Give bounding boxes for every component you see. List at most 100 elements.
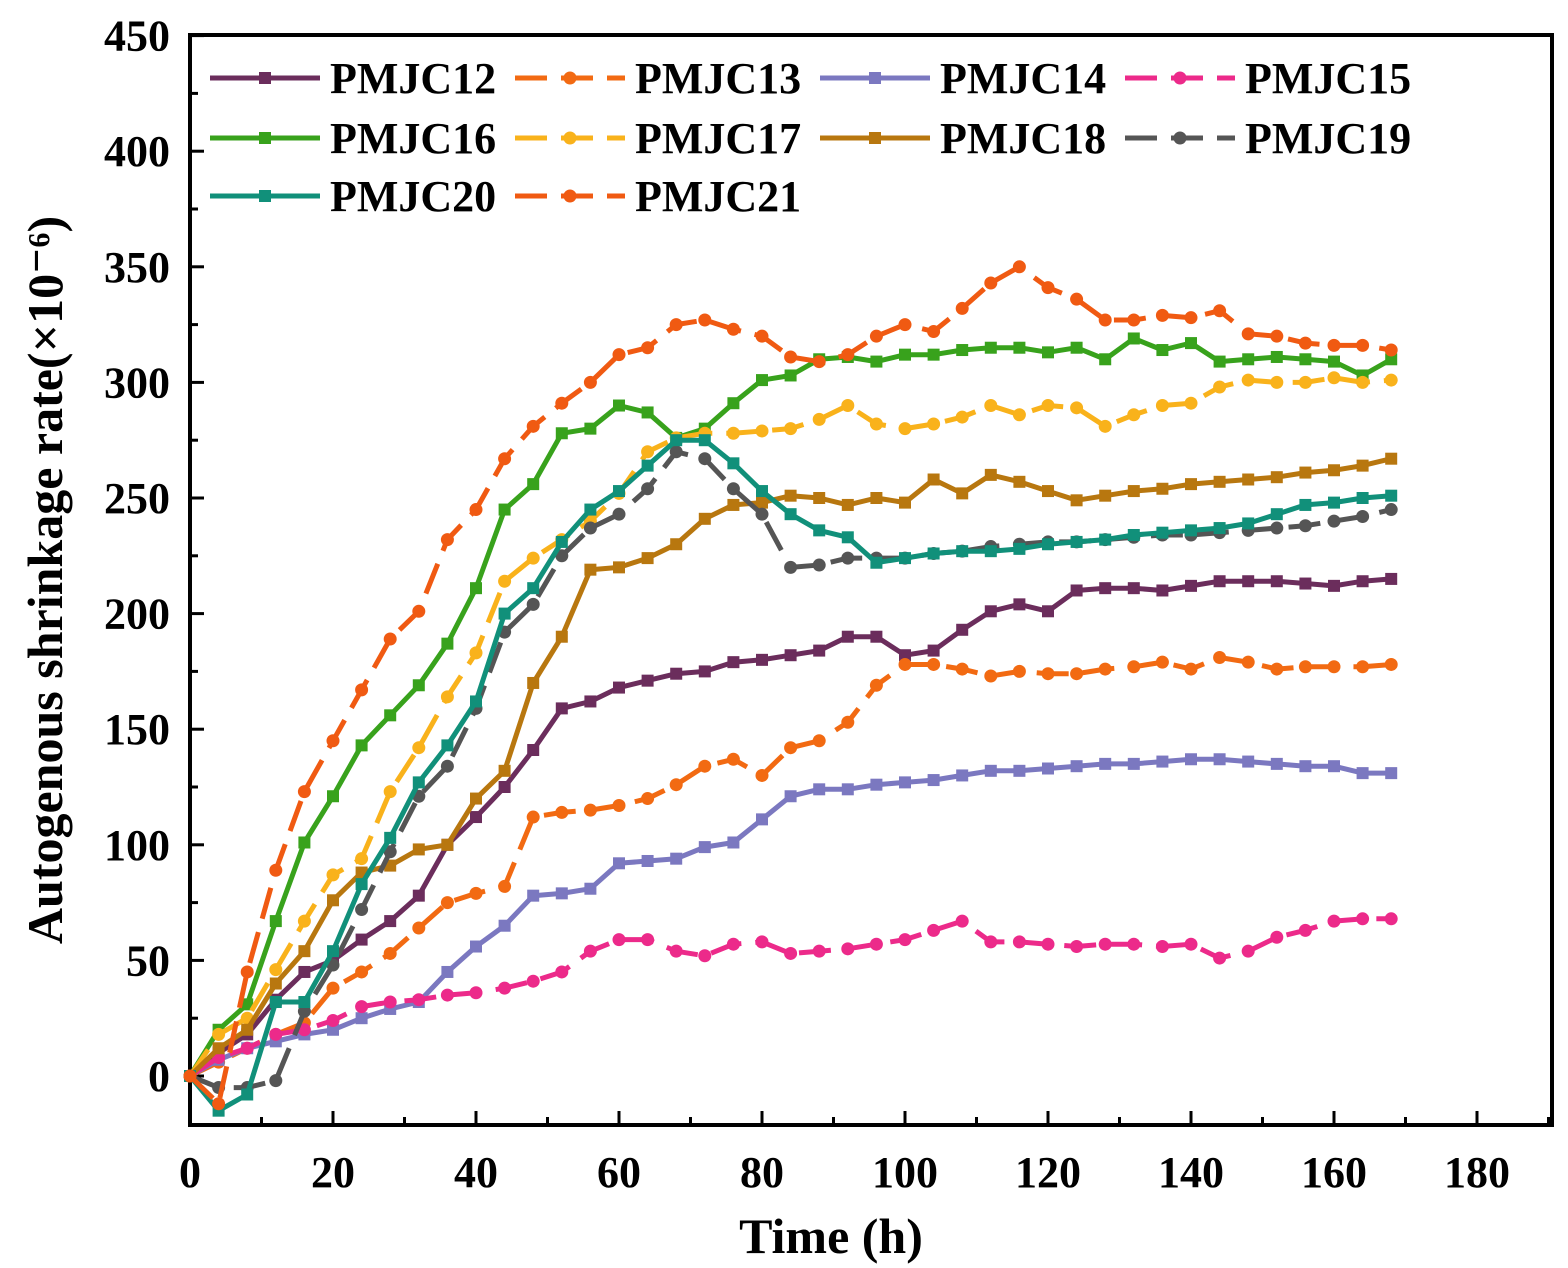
data-point xyxy=(1098,662,1112,676)
data-point xyxy=(583,375,597,389)
data-point xyxy=(1213,753,1226,766)
data-point xyxy=(584,882,597,895)
data-point xyxy=(727,836,740,849)
data-point xyxy=(1156,344,1169,357)
data-point xyxy=(412,776,425,789)
data-point xyxy=(726,322,740,336)
legend-item-pmjc17: PMJC17 xyxy=(515,114,801,163)
data-point xyxy=(1299,577,1312,590)
data-point xyxy=(1070,584,1083,597)
data-point xyxy=(1185,478,1197,491)
data-point xyxy=(613,681,625,694)
data-point xyxy=(269,863,283,877)
data-point xyxy=(612,507,626,521)
legend-marker xyxy=(1173,71,1187,85)
data-point xyxy=(984,764,997,777)
data-point xyxy=(1070,667,1084,681)
data-point xyxy=(956,545,969,558)
data-point xyxy=(584,695,597,708)
series-pmjc20 xyxy=(184,434,1398,1117)
data-point xyxy=(326,1014,340,1028)
data-point xyxy=(1242,473,1255,486)
data-point xyxy=(727,656,740,669)
data-point xyxy=(1042,538,1054,551)
legend-marker xyxy=(869,132,881,144)
data-point xyxy=(784,946,798,960)
series-line xyxy=(188,456,1392,1078)
y-tick-label: 250 xyxy=(104,474,170,523)
data-point xyxy=(1270,471,1283,484)
data-point xyxy=(984,669,998,683)
data-point xyxy=(1328,579,1340,592)
data-point xyxy=(269,1074,283,1088)
plot-frame xyxy=(188,33,1554,1127)
data-point xyxy=(384,915,397,928)
data-point xyxy=(1270,575,1283,588)
data-point xyxy=(813,492,826,504)
data-point xyxy=(1156,755,1169,768)
data-point xyxy=(212,1042,225,1055)
data-point xyxy=(440,690,454,704)
data-point xyxy=(841,630,854,643)
data-point xyxy=(469,986,483,1000)
series-pmjc18 xyxy=(184,452,1398,1082)
x-tick-label: 120 xyxy=(1015,1148,1081,1197)
data-point xyxy=(1242,755,1255,768)
data-point xyxy=(470,811,482,824)
data-point xyxy=(756,374,768,387)
data-point xyxy=(1298,375,1312,389)
data-point xyxy=(583,521,597,535)
data-point xyxy=(1012,935,1026,949)
data-point xyxy=(1099,489,1112,502)
data-point xyxy=(641,459,654,472)
data-point xyxy=(526,597,540,611)
data-point xyxy=(1241,327,1255,341)
data-point xyxy=(1012,260,1026,274)
data-point xyxy=(1070,760,1083,773)
data-point xyxy=(498,919,511,932)
data-point xyxy=(927,923,941,937)
data-point xyxy=(1070,292,1084,306)
data-point xyxy=(869,417,883,431)
data-point xyxy=(813,644,826,657)
data-point xyxy=(1184,937,1198,951)
data-point xyxy=(383,845,397,859)
data-point xyxy=(1356,375,1370,389)
data-point xyxy=(1356,338,1370,352)
data-point xyxy=(984,605,997,618)
data-point xyxy=(298,836,311,849)
data-point xyxy=(726,937,740,951)
data-point xyxy=(899,776,911,789)
data-point xyxy=(870,355,883,368)
data-point xyxy=(1127,757,1140,770)
data-point xyxy=(1156,584,1169,597)
legend-label: PMJC13 xyxy=(635,54,801,103)
legend-label: PMJC19 xyxy=(1245,114,1411,163)
data-point xyxy=(812,734,826,748)
data-point xyxy=(526,551,540,565)
data-point xyxy=(555,427,568,440)
data-point xyxy=(870,556,883,569)
data-point xyxy=(1298,660,1312,674)
data-point xyxy=(698,665,711,678)
data-point xyxy=(1328,760,1340,773)
data-point xyxy=(498,879,512,893)
data-point xyxy=(755,424,769,438)
data-point xyxy=(1013,598,1026,611)
data-point xyxy=(927,644,940,657)
data-point xyxy=(1070,341,1083,354)
data-point xyxy=(1155,308,1169,322)
data-point xyxy=(1213,522,1226,535)
data-point xyxy=(383,946,397,960)
data-point xyxy=(1099,757,1112,770)
x-axis-title: Time (h) xyxy=(739,1208,923,1264)
data-point xyxy=(1242,575,1255,588)
data-point xyxy=(241,1023,254,1036)
data-point xyxy=(470,940,482,953)
data-point xyxy=(298,996,311,1009)
data-point xyxy=(1098,313,1112,327)
data-point xyxy=(555,887,568,900)
data-point xyxy=(441,739,454,752)
data-point xyxy=(726,426,740,440)
